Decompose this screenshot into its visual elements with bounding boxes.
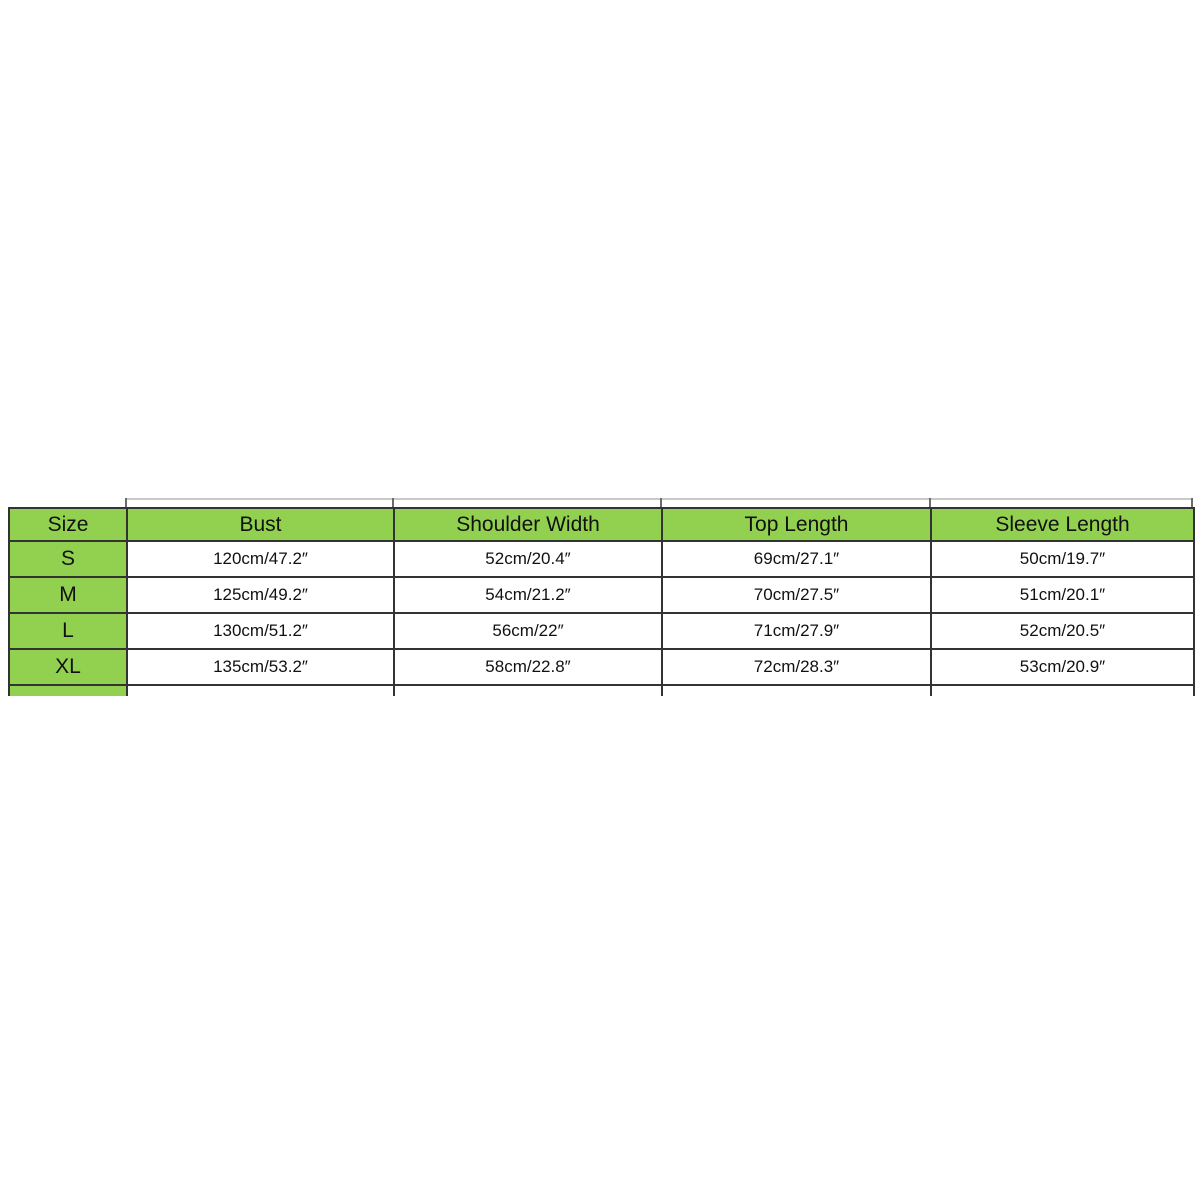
size-cell: S: [8, 540, 128, 578]
table-cell: 56cm/22″: [393, 612, 663, 650]
table-row-s: S 120cm/47.2″ 52cm/20.4″ 69cm/27.1″ 50cm…: [8, 540, 1195, 578]
header-cell-top-length: Top Length: [661, 507, 932, 542]
header-cell-bust: Bust: [126, 507, 395, 542]
table-cell: 70cm/27.5″: [661, 576, 932, 614]
cropped-row-remnant-line: [126, 498, 1193, 500]
table-cell-partial: [661, 684, 932, 696]
table-cell: 125cm/49.2″: [126, 576, 395, 614]
table-cell: 53cm/20.9″: [930, 648, 1195, 686]
table-cell-partial: [930, 684, 1195, 696]
header-row: Size Bust Shoulder Width Top Length Slee…: [8, 507, 1195, 542]
header-cell-size: Size: [8, 507, 128, 542]
table-cell: 52cm/20.4″: [393, 540, 663, 578]
size-cell: XL: [8, 648, 128, 686]
table-cell: 58cm/22.8″: [393, 648, 663, 686]
grid-stub: [929, 498, 931, 509]
table-cell-partial: [393, 684, 663, 696]
table-row-l: L 130cm/51.2″ 56cm/22″ 71cm/27.9″ 52cm/2…: [8, 612, 1195, 650]
table-cell: 71cm/27.9″: [661, 612, 932, 650]
grid-stub: [660, 498, 662, 509]
size-cell: L: [8, 612, 128, 650]
table-row-xl: XL 135cm/53.2″ 58cm/22.8″ 72cm/28.3″ 53c…: [8, 648, 1195, 686]
grid-stub: [1191, 498, 1193, 509]
table-cell: 130cm/51.2″: [126, 612, 395, 650]
table-cell: 69cm/27.1″: [661, 540, 932, 578]
table-cell: 50cm/19.7″: [930, 540, 1195, 578]
table-cell: 135cm/53.2″: [126, 648, 395, 686]
size-cell: M: [8, 576, 128, 614]
table-row-m: M 125cm/49.2″ 54cm/21.2″ 70cm/27.5″ 51cm…: [8, 576, 1195, 614]
table-cell: 54cm/21.2″: [393, 576, 663, 614]
table-cell: 51cm/20.1″: [930, 576, 1195, 614]
table-cell: 52cm/20.5″: [930, 612, 1195, 650]
table-cell-partial: [126, 684, 395, 696]
cropped-partial-row: [8, 684, 1195, 696]
table-cell: 120cm/47.2″: [126, 540, 395, 578]
size-cell-partial: [8, 684, 128, 696]
table-cell: 72cm/28.3″: [661, 648, 932, 686]
size-chart-table: Size Bust Shoulder Width Top Length Slee…: [8, 507, 1195, 696]
header-cell-sleeve-length: Sleeve Length: [930, 507, 1195, 542]
grid-stub: [125, 498, 127, 509]
grid-stub: [392, 498, 394, 509]
header-cell-shoulder-width: Shoulder Width: [393, 507, 663, 542]
